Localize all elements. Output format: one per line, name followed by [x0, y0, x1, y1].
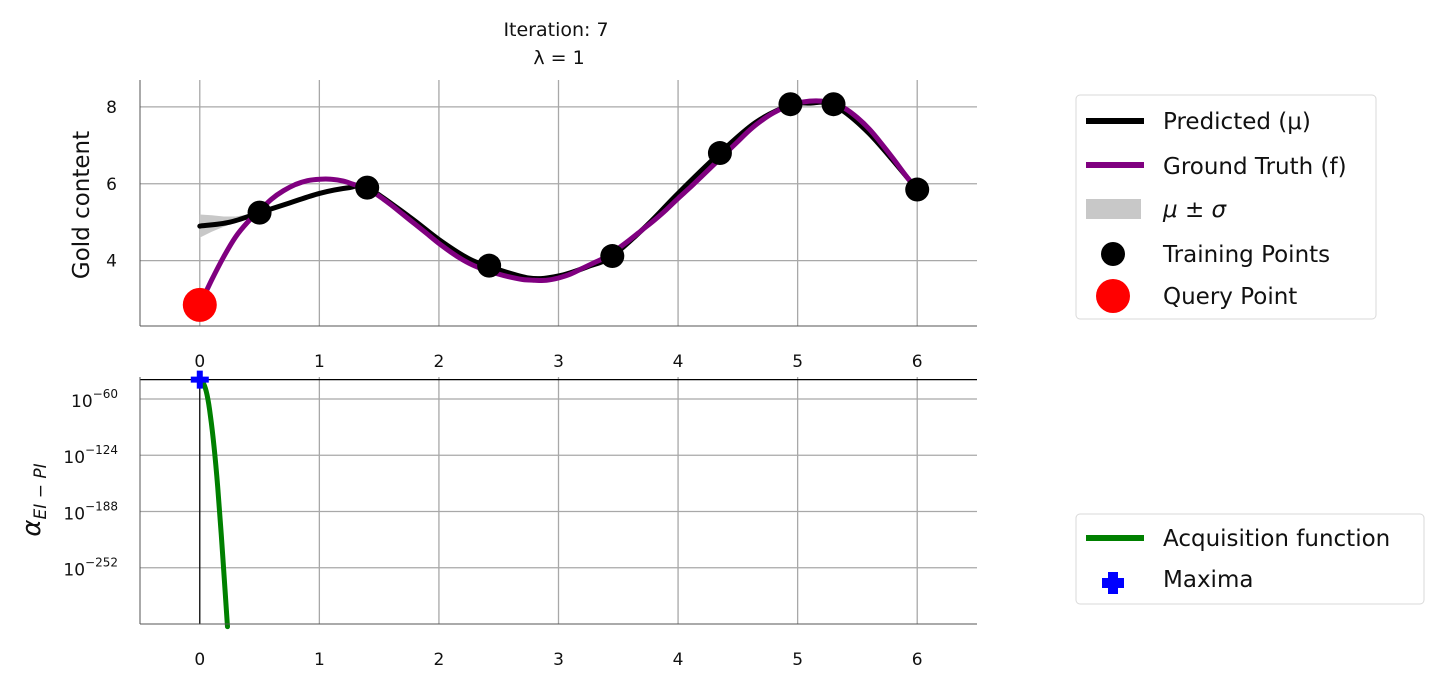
top-y-tick-label: 4 [106, 252, 117, 272]
bottom-y-label-sub: EI − PI [31, 463, 51, 519]
bottom-y-tick-label: 10−60 [71, 387, 118, 412]
bottom-lines [140, 377, 977, 630]
uncertainty-band-area [199, 212, 260, 238]
top-points [182, 92, 930, 322]
bottom-spines [139, 377, 977, 625]
legend-label-ground-truth: Ground Truth (f) [1163, 154, 1347, 180]
bottom-legend: Acquisition function Maxima [1075, 513, 1425, 605]
bottom-y-axis-label: αEI − PI [17, 463, 51, 536]
maxima-marker [190, 370, 209, 389]
training-point [778, 92, 803, 117]
bottom-y-tick-label: 10−252 [63, 556, 118, 581]
top-axes: 0 1 2 3 4 5 6 4 6 8 [106, 80, 977, 372]
bottom-x-tick-label: 6 [912, 650, 923, 670]
top-y-tick-label: 8 [106, 98, 117, 118]
legend-label-band: μ ± σ [1162, 197, 1228, 223]
bottom-grid [140, 377, 977, 624]
top-y-ticks: 4 6 8 [106, 98, 117, 272]
top-x-tick-label: 2 [434, 352, 445, 372]
chart-title: Iteration: 7 [503, 19, 608, 41]
bottom-x-tick-label: 2 [434, 650, 445, 670]
bottom-x-ticks: 0 1 2 3 4 5 6 [194, 650, 922, 670]
training-point [821, 92, 846, 117]
bottom-x-tick-label: 5 [792, 650, 803, 670]
legend-label-predicted: Predicted (μ) [1163, 109, 1311, 135]
bottom-x-tick-label: 0 [194, 650, 205, 670]
top-legend: Predicted (μ) Ground Truth (f) μ ± σ Tra… [1075, 94, 1377, 320]
training-point [600, 244, 625, 269]
bottom-y-tick-label: 10−188 [63, 499, 118, 524]
bottom-x-tick-label: 1 [314, 650, 325, 670]
acquisition-function-line [198, 377, 230, 630]
bottom-x-tick-label: 4 [673, 650, 684, 670]
training-point [707, 141, 732, 166]
top-legend-frame [1075, 94, 1377, 320]
bottom-legend-frame [1075, 513, 1425, 605]
top-x-tick-label: 6 [912, 352, 923, 372]
training-point [477, 253, 502, 278]
top-spines [139, 80, 977, 327]
legend-swatch-band [1086, 199, 1141, 219]
bottom-y-label-main: α [17, 519, 47, 536]
top-y-tick-label: 6 [106, 175, 117, 195]
query-point [182, 287, 217, 322]
top-y-axis-label: Gold content [69, 131, 95, 279]
legend-swatch-maxima [1102, 572, 1124, 594]
bottom-axes: 0 1 2 3 4 5 6 10−60 10−124 10−188 10−252 [63, 370, 977, 670]
bottom-x-tick-label: 3 [553, 650, 564, 670]
bottom-y-tick-label: 10−124 [63, 443, 118, 468]
top-x-tick-label: 5 [792, 352, 803, 372]
bottom-points [190, 370, 209, 389]
legend-label-training: Training Points [1162, 242, 1330, 268]
training-point [355, 175, 380, 200]
top-x-tick-label: 0 [194, 352, 205, 372]
legend-swatch-training [1101, 242, 1125, 266]
legend-label-query: Query Point [1163, 284, 1297, 310]
training-point [905, 177, 930, 202]
legend-label-maxima: Maxima [1163, 567, 1253, 593]
legend-label-acquisition: Acquisition function [1163, 526, 1390, 552]
training-point [247, 200, 272, 225]
legend-swatch-query [1096, 279, 1130, 313]
svg-text:αEI − PI: αEI − PI [17, 463, 51, 536]
chart-subtitle: λ = 1 [533, 47, 584, 69]
top-x-ticks: 0 1 2 3 4 5 6 [194, 352, 922, 372]
top-x-tick-label: 4 [673, 352, 684, 372]
top-x-tick-label: 1 [314, 352, 325, 372]
bottom-y-ticks: 10−60 10−124 10−188 10−252 [63, 387, 118, 581]
top-x-tick-label: 3 [553, 352, 564, 372]
uncertainty-band [199, 212, 260, 238]
